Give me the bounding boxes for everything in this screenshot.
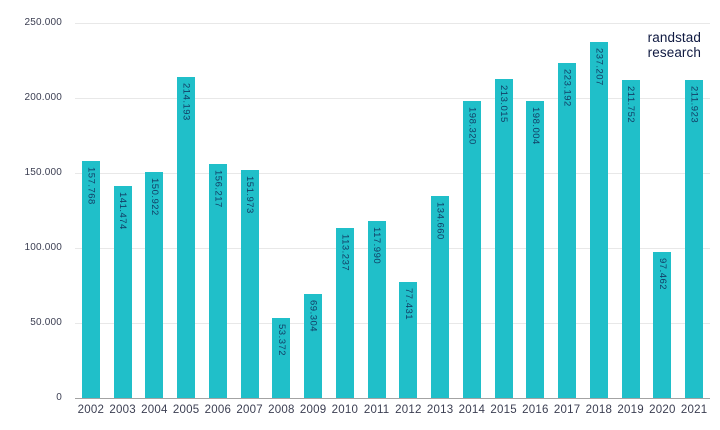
bar-2013: 134.660 — [431, 196, 450, 398]
bar-2004: 150.922 — [145, 171, 164, 398]
bar-value-label: 198.320 — [466, 106, 478, 145]
y-tick-label: 200.000 — [24, 92, 62, 103]
bar-value-label: 157.768 — [85, 167, 97, 206]
bar-slot: 198.004 2016 — [520, 23, 552, 416]
bar-2005: 214.193 — [177, 76, 196, 398]
x-tick-label: 2005 — [172, 404, 200, 416]
bar-2017: 223.192 — [558, 63, 577, 398]
gridline — [75, 248, 710, 249]
bar-value-label: 141.474 — [117, 191, 129, 230]
bar-value-label: 53.372 — [275, 323, 287, 356]
bar-2007: 151.973 — [240, 170, 259, 398]
bar-value-label: 211.752 — [625, 86, 637, 124]
bar-value-label: 150.922 — [148, 177, 160, 216]
bar-2011: 117.990 — [367, 221, 386, 398]
bar-value-label: 198.004 — [529, 107, 541, 145]
randstad-research-logo: randstad research — [647, 30, 701, 61]
x-tick-label: 2012 — [395, 404, 422, 416]
x-tick-label: 2003 — [109, 404, 136, 416]
bar-2002: 157.768 — [81, 161, 100, 398]
x-tick-label: 2021 — [680, 404, 708, 416]
bar-slot: 77.431 2012 — [393, 23, 425, 416]
bar-2019: 211.752 — [621, 80, 640, 398]
bars-row: 157.768 2002 141.474 2003 150.922 2004 214.193… — [75, 23, 710, 416]
bar-value-label: 214.193 — [180, 82, 192, 121]
bar-slot: 213.015 2015 — [488, 23, 520, 416]
bar-slot: 211.923 2021 — [678, 23, 710, 416]
bar-2015: 213.015 — [494, 78, 513, 398]
bar-slot: 156.217 2006 — [202, 23, 234, 416]
bar-2006: 156.217 — [208, 163, 227, 398]
x-tick-label: 2020 — [649, 404, 676, 416]
x-tick-label: 2010 — [331, 404, 359, 416]
bar-slot: 237.207 2018 — [583, 23, 615, 416]
gridline — [75, 23, 710, 24]
x-tick-label: 2002 — [77, 404, 105, 416]
bar-slot: 150.922 2004 — [139, 23, 171, 416]
bar-value-label: 113.237 — [339, 234, 351, 272]
bar-value-label: 156.217 — [212, 169, 224, 208]
bar-slot: 157.768 2002 — [75, 23, 107, 416]
bar-slot: 151.973 2007 — [234, 23, 266, 416]
bar-slot: 141.474 2003 — [107, 23, 139, 416]
bar-2018: 237.207 — [589, 42, 608, 398]
bar-value-label: 117.990 — [371, 227, 383, 265]
gridline — [75, 173, 710, 174]
gridline — [75, 323, 710, 324]
y-tick-label: 250.000 — [24, 17, 62, 28]
x-tick-label: 2008 — [268, 404, 295, 416]
bar-slot: 214.193 2005 — [170, 23, 202, 416]
bar-2012: 77.431 — [399, 281, 418, 398]
bar-slot: 134.660 2013 — [424, 23, 456, 416]
x-tick-label: 2009 — [299, 404, 327, 416]
bar-value-label: 213.015 — [498, 84, 510, 123]
x-tick-label: 2019 — [617, 404, 644, 416]
x-tick-label: 2014 — [458, 404, 486, 416]
bar-2020: 97.462 — [653, 251, 672, 398]
bar-2003: 141.474 — [113, 185, 132, 398]
bar-value-label: 77.431 — [402, 287, 414, 320]
bar-slot: 117.990 2011 — [361, 23, 393, 416]
bar-slot: 113.237 2010 — [329, 23, 361, 416]
bar-slot: 198.320 2014 — [456, 23, 488, 416]
gridline — [75, 98, 710, 99]
plot-area: 157.768 2002 141.474 2003 150.922 2004 214.193… — [75, 23, 710, 416]
y-tick-label: 0 — [56, 392, 62, 403]
bar-2014: 198.320 — [462, 100, 481, 398]
bar-slot: 69.304 2009 — [297, 23, 329, 416]
x-tick-label: 2016 — [522, 404, 549, 416]
bar-slot: 211.752 2019 — [615, 23, 647, 416]
bar-2016: 198.004 — [526, 101, 545, 398]
bar-slot: 97.462 2020 — [647, 23, 679, 416]
brand-line-1: randstad — [647, 30, 701, 45]
y-tick-label: 100.000 — [24, 242, 62, 253]
x-tick-label: 2004 — [141, 404, 168, 416]
bar-value-label: 69.304 — [307, 300, 319, 333]
x-tick-label: 2015 — [490, 404, 517, 416]
x-tick-label: 2013 — [426, 404, 454, 416]
x-tick-label: 2007 — [236, 404, 263, 416]
y-tick-label: 50.000 — [30, 317, 62, 328]
bar-value-label: 97.462 — [656, 257, 668, 290]
bar-2010: 113.237 — [335, 228, 354, 398]
bar-slot: 223.192 2017 — [551, 23, 583, 416]
bar-slot: 53.372 2008 — [266, 23, 298, 416]
y-tick-label: 150.000 — [24, 167, 62, 178]
x-tick-label: 2006 — [204, 404, 232, 416]
bar-2021: 211.923 — [685, 80, 704, 398]
bar-value-label: 211.923 — [688, 86, 700, 124]
x-tick-label: 2011 — [363, 404, 390, 416]
bar-value-label: 151.973 — [244, 176, 256, 214]
bar-2009: 69.304 — [304, 294, 323, 398]
bar-2008: 53.372 — [272, 317, 291, 398]
x-tick-label: 2017 — [553, 404, 581, 416]
bar-value-label: 237.207 — [593, 48, 605, 87]
x-tick-label: 2018 — [585, 404, 613, 416]
bar-value-label: 223.192 — [561, 69, 573, 108]
brand-line-2: research — [647, 44, 701, 60]
bar-value-label: 134.660 — [434, 202, 446, 240]
